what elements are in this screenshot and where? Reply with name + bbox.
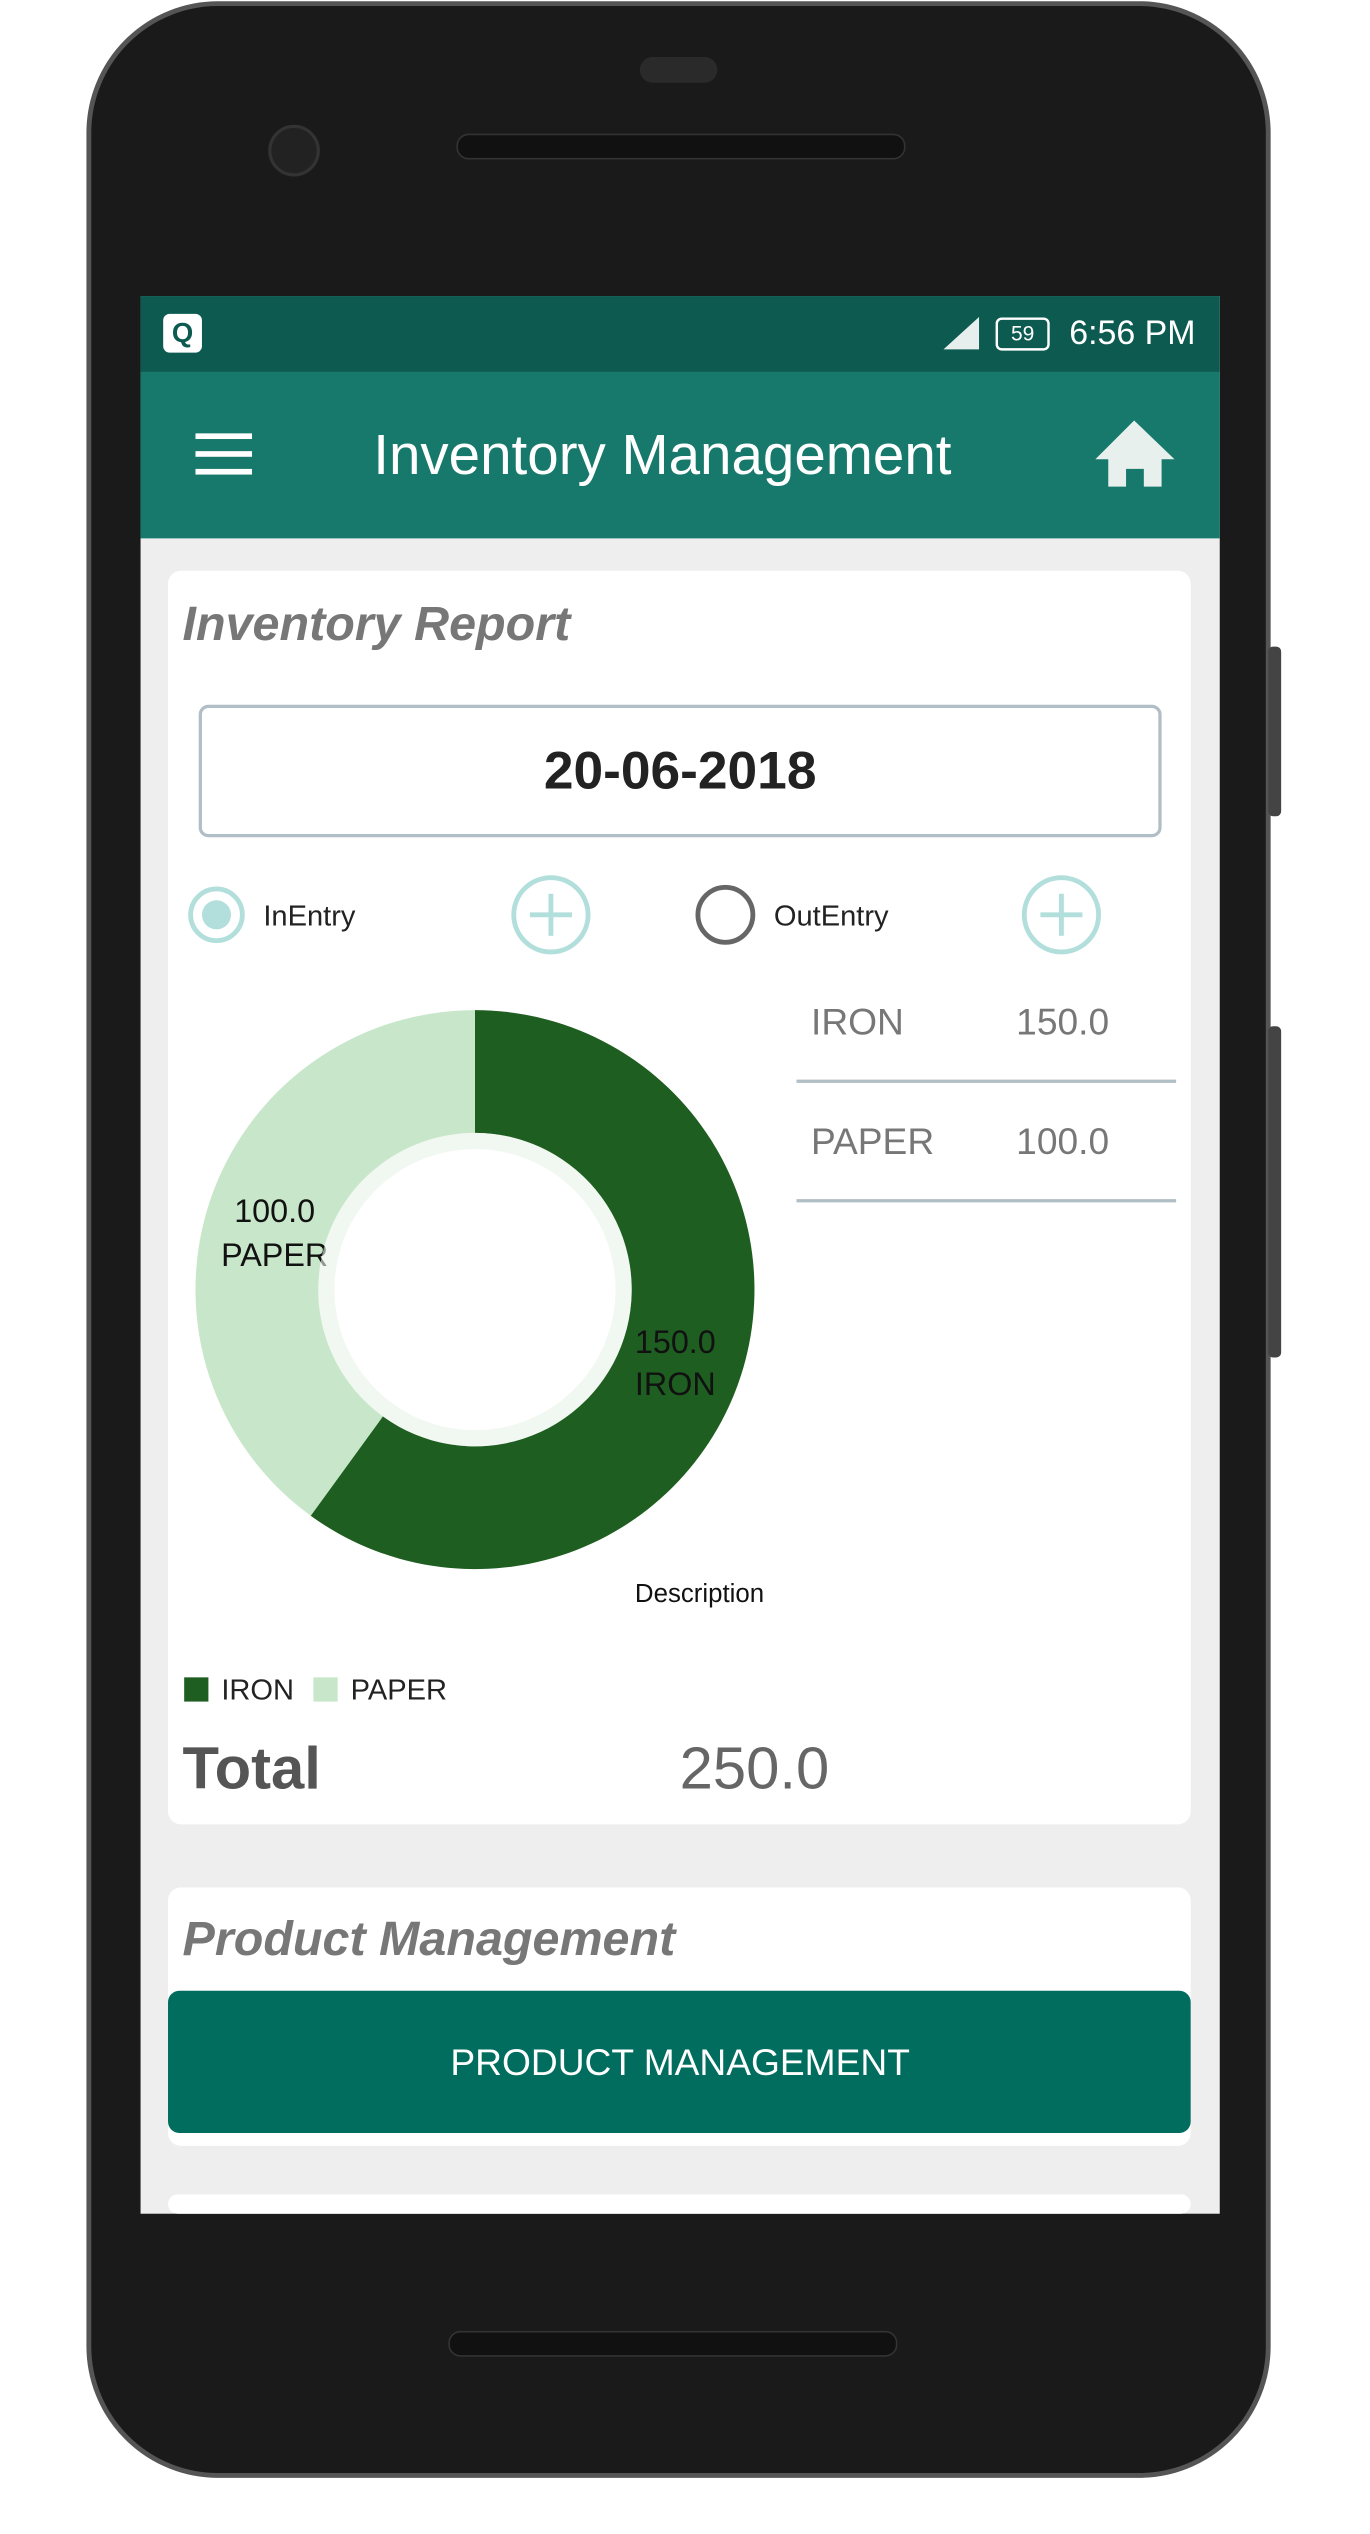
table-qty: 100.0 xyxy=(1016,1120,1109,1162)
option-label: OutEntry xyxy=(774,901,889,933)
add-button[interactable] xyxy=(511,875,591,955)
slice-name: PAPER xyxy=(221,1237,328,1273)
app-bar xyxy=(140,371,1220,539)
signal-icon xyxy=(943,317,980,350)
total-label: Total xyxy=(183,1734,321,1801)
date-field[interactable] xyxy=(198,704,1162,838)
slice-name: IRON xyxy=(635,1366,716,1402)
menu-button[interactable] xyxy=(195,433,253,475)
status-bar xyxy=(140,296,1220,372)
radio-dot xyxy=(201,900,232,930)
donut-hole xyxy=(334,1149,616,1431)
table-item: IRON xyxy=(811,1000,904,1042)
camera xyxy=(268,124,320,177)
chart-description: Description xyxy=(635,1580,764,1608)
table-qty: 150.0 xyxy=(1016,1000,1109,1042)
card-title: Product Management xyxy=(183,1912,678,1966)
donut-segment xyxy=(195,1010,475,1516)
radio-selected[interactable] xyxy=(188,886,245,944)
radio-unselected[interactable] xyxy=(695,884,756,945)
battery-icon xyxy=(995,317,1050,351)
clock: 6:56 PM xyxy=(1069,314,1195,352)
side-button xyxy=(1268,1026,1282,1358)
table-item: PAPER xyxy=(811,1120,934,1162)
speaker xyxy=(448,2330,898,2357)
legend-swatch xyxy=(184,1677,209,1702)
side-button xyxy=(1268,646,1282,817)
legend-label: IRON xyxy=(221,1675,294,1707)
app-title: Inventory Management xyxy=(373,423,951,486)
legend-label: PAPER xyxy=(351,1675,447,1707)
card-title: Inventory Report xyxy=(183,597,573,651)
button-label: PRODUCT MANAGEMENT xyxy=(450,2041,909,2083)
battery-level: 59 xyxy=(1011,322,1034,345)
notification-icon xyxy=(163,313,202,353)
home-button[interactable] xyxy=(1095,420,1175,487)
total-value: 250.0 xyxy=(680,1734,830,1801)
donut-chart: 150.0 IRON 100.0 PAPER IRON PAPER xyxy=(184,1010,755,1707)
slice-value: 150.0 xyxy=(635,1324,716,1360)
date: 20-06-2018 xyxy=(544,741,817,800)
summary-table: IRON 150.0 PAPER 100.0 xyxy=(796,1000,1177,1203)
option-label: InEntry xyxy=(263,901,356,933)
legend-swatch xyxy=(313,1677,338,1702)
donut-segment xyxy=(310,1010,755,1570)
add-button[interactable] xyxy=(1021,875,1102,955)
product-button[interactable] xyxy=(168,1990,1191,2133)
sensor xyxy=(639,56,718,83)
next-card xyxy=(168,2194,1191,2214)
speaker xyxy=(456,133,906,160)
slice-value: 100.0 xyxy=(234,1193,315,1229)
notification-glyph: Q xyxy=(172,317,193,348)
